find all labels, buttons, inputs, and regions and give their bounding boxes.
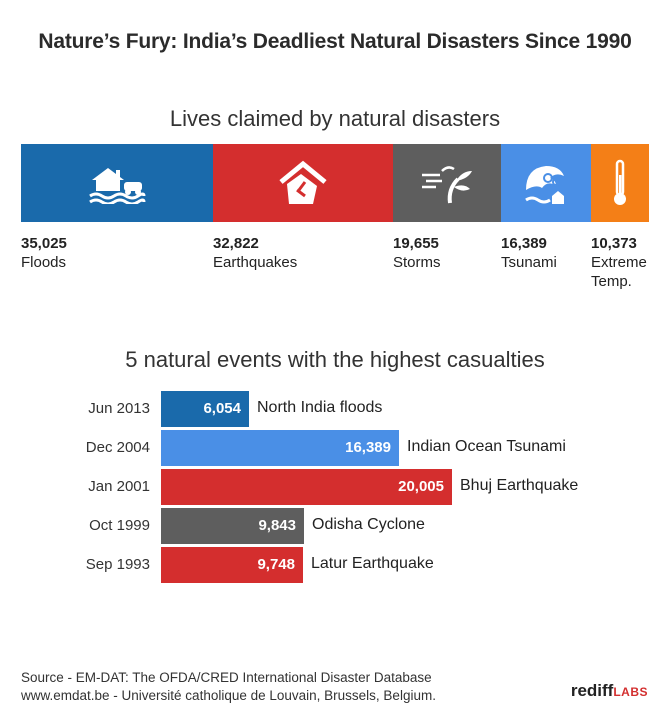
event-date: Jan 2001 bbox=[88, 478, 150, 495]
segment-value: 35,025 bbox=[21, 235, 67, 252]
segment-name: Storms bbox=[393, 254, 441, 271]
segment-storms bbox=[393, 144, 501, 222]
segment-value: 32,822 bbox=[213, 235, 259, 252]
event-value: 9,843 bbox=[258, 517, 296, 534]
event-name: Odisha Cyclone bbox=[312, 516, 425, 533]
event-date: Oct 1999 bbox=[89, 517, 150, 534]
segment-extreme-temp bbox=[591, 144, 649, 222]
segment-earthquakes bbox=[213, 144, 393, 222]
segment-label: 19,655 Storms bbox=[393, 234, 441, 272]
event-name: Bhuj Earthquake bbox=[460, 477, 579, 494]
lives-claimed-title: Lives claimed by natural disasters bbox=[169, 106, 501, 131]
rediff-labs-logo: rediffLABS bbox=[571, 681, 648, 701]
event-name: Indian Ocean Tsunami bbox=[407, 438, 566, 455]
event-bar bbox=[161, 469, 452, 505]
event-bar bbox=[161, 508, 304, 544]
top-events-title: 5 natural events with the highest casual… bbox=[125, 347, 545, 372]
segment-floods bbox=[21, 144, 213, 222]
source-note: Source - EM-DAT: The OFDA/CRED Internati… bbox=[21, 669, 436, 705]
segment-tsunami bbox=[501, 144, 591, 222]
lives-claimed-strip bbox=[21, 144, 649, 222]
event-date: Jun 2013 bbox=[88, 400, 150, 417]
segment-label: 10,373 Extreme Temp. bbox=[591, 234, 647, 291]
event-date: Sep 1993 bbox=[85, 556, 150, 573]
logo-main: rediff bbox=[570, 681, 614, 700]
segment-name: Extreme bbox=[591, 254, 647, 271]
event-date: Dec 2004 bbox=[85, 439, 150, 456]
event-bar bbox=[161, 547, 303, 583]
event-value: 6,054 bbox=[203, 400, 241, 417]
collapsing-house-icon bbox=[277, 160, 329, 206]
event-value: 9,748 bbox=[257, 556, 295, 573]
segment-name: Floods bbox=[21, 254, 67, 271]
main-title: Nature’s Fury: India’s Deadliest Natural… bbox=[38, 30, 632, 53]
segment-label: 35,025 Floods bbox=[21, 234, 67, 272]
segment-name: Temp. bbox=[591, 273, 632, 290]
source-line-2: www.emdat.be - Université catholique de … bbox=[21, 688, 436, 703]
wave-house-icon bbox=[522, 160, 570, 206]
event-bar bbox=[161, 430, 399, 466]
event-name: Latur Earthquake bbox=[311, 555, 434, 572]
flood-house-icon bbox=[86, 162, 148, 204]
wind-tree-icon bbox=[420, 161, 474, 205]
segment-value: 19,655 bbox=[393, 235, 439, 252]
thermometer-icon bbox=[611, 159, 629, 207]
segment-label: 16,389 Tsunami bbox=[501, 234, 557, 272]
source-line-1: Source - EM-DAT: The OFDA/CRED Internati… bbox=[21, 670, 432, 685]
event-value: 16,389 bbox=[345, 439, 391, 456]
event-name: North India floods bbox=[257, 399, 383, 416]
segment-name: Tsunami bbox=[501, 254, 557, 271]
segment-name: Earthquakes bbox=[213, 254, 298, 271]
segment-value: 10,373 bbox=[591, 235, 637, 252]
segment-label: 32,822 Earthquakes bbox=[213, 234, 297, 272]
event-value: 20,005 bbox=[398, 478, 444, 495]
logo-sub: LABS bbox=[613, 685, 648, 699]
segment-value: 16,389 bbox=[501, 235, 547, 252]
event-bar bbox=[161, 391, 249, 427]
